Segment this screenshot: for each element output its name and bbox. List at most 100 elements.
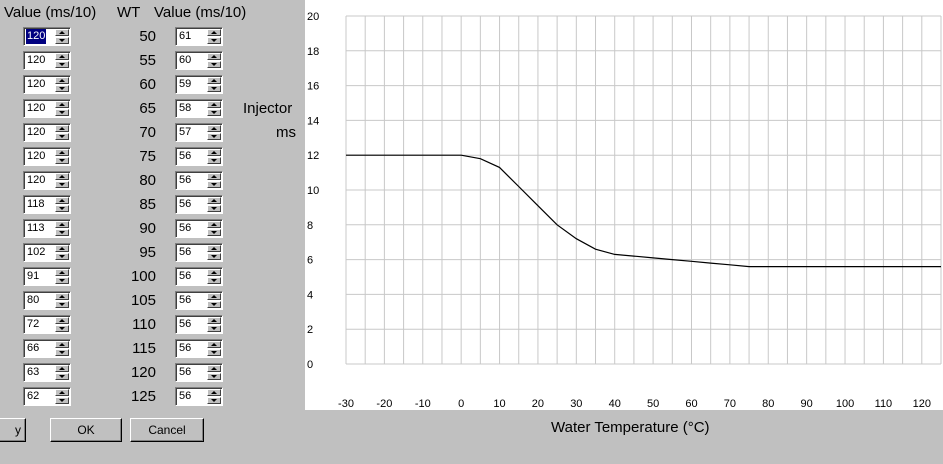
spin-down-icon[interactable] bbox=[207, 85, 221, 92]
spin-down-icon[interactable] bbox=[55, 325, 69, 332]
left-value-text[interactable]: 120 bbox=[27, 174, 46, 186]
right-value-spinner[interactable]: 56 bbox=[175, 219, 223, 238]
spin-up-icon[interactable] bbox=[207, 365, 221, 372]
right-value-spinner[interactable]: 56 bbox=[175, 315, 223, 334]
spinner-buttons[interactable] bbox=[55, 293, 69, 308]
spinner-buttons[interactable] bbox=[55, 173, 69, 188]
right-value-spinner[interactable]: 60 bbox=[175, 51, 223, 70]
left-value-text[interactable]: 120 bbox=[27, 150, 46, 162]
spin-down-icon[interactable] bbox=[207, 301, 221, 308]
left-value-text[interactable]: 91 bbox=[27, 270, 40, 282]
right-value-text[interactable]: 56 bbox=[179, 174, 192, 186]
right-value-text[interactable]: 56 bbox=[179, 390, 192, 402]
spin-up-icon[interactable] bbox=[55, 293, 69, 300]
spinner-buttons[interactable] bbox=[207, 269, 221, 284]
right-value-spinner[interactable]: 58 bbox=[175, 99, 223, 118]
left-value-spinner[interactable]: 72 bbox=[23, 315, 71, 334]
left-value-text[interactable]: 120 bbox=[26, 29, 47, 44]
right-value-spinner[interactable]: 56 bbox=[175, 363, 223, 382]
spin-up-icon[interactable] bbox=[207, 29, 221, 36]
right-value-text[interactable]: 60 bbox=[179, 54, 192, 66]
left-value-text[interactable]: 113 bbox=[27, 222, 45, 234]
spin-down-icon[interactable] bbox=[207, 349, 221, 356]
spin-down-icon[interactable] bbox=[55, 109, 69, 116]
right-value-spinner[interactable]: 57 bbox=[175, 123, 223, 142]
left-value-text[interactable]: 80 bbox=[27, 294, 40, 306]
left-value-spinner[interactable]: 66 bbox=[23, 339, 71, 358]
left-value-text[interactable]: 102 bbox=[27, 246, 46, 258]
spin-up-icon[interactable] bbox=[55, 389, 69, 396]
spin-up-icon[interactable] bbox=[207, 77, 221, 84]
left-value-spinner[interactable]: 120 bbox=[23, 99, 71, 118]
left-value-text[interactable]: 72 bbox=[27, 318, 40, 330]
left-value-spinner[interactable]: 120 bbox=[23, 51, 71, 70]
spin-up-icon[interactable] bbox=[207, 317, 221, 324]
left-value-text[interactable]: 120 bbox=[27, 78, 46, 90]
spin-down-icon[interactable] bbox=[207, 61, 221, 68]
spin-down-icon[interactable] bbox=[55, 397, 69, 404]
right-value-spinner[interactable]: 61 bbox=[175, 27, 223, 46]
spinner-buttons[interactable] bbox=[55, 365, 69, 380]
spin-down-icon[interactable] bbox=[207, 373, 221, 380]
right-value-spinner[interactable]: 56 bbox=[175, 291, 223, 310]
spin-down-icon[interactable] bbox=[55, 61, 69, 68]
left-value-spinner[interactable]: 118 bbox=[23, 195, 71, 214]
spin-up-icon[interactable] bbox=[55, 365, 69, 372]
spinner-buttons[interactable] bbox=[55, 101, 69, 116]
spin-down-icon[interactable] bbox=[55, 133, 69, 140]
spinner-buttons[interactable] bbox=[207, 221, 221, 236]
spin-down-icon[interactable] bbox=[55, 301, 69, 308]
left-value-spinner[interactable]: 120 bbox=[23, 147, 71, 166]
spin-up-icon[interactable] bbox=[207, 101, 221, 108]
spin-down-icon[interactable] bbox=[207, 229, 221, 236]
spinner-buttons[interactable] bbox=[55, 125, 69, 140]
spinner-buttons[interactable] bbox=[55, 53, 69, 68]
spinner-buttons[interactable] bbox=[207, 149, 221, 164]
spin-down-icon[interactable] bbox=[55, 37, 69, 44]
spin-down-icon[interactable] bbox=[207, 325, 221, 332]
spin-up-icon[interactable] bbox=[207, 173, 221, 180]
left-value-text[interactable]: 120 bbox=[27, 102, 46, 114]
spin-down-icon[interactable] bbox=[55, 349, 69, 356]
spinner-buttons[interactable] bbox=[207, 317, 221, 332]
left-value-spinner[interactable]: 102 bbox=[23, 243, 71, 262]
right-value-text[interactable]: 56 bbox=[179, 150, 192, 162]
left-value-spinner[interactable]: 91 bbox=[23, 267, 71, 286]
spinner-buttons[interactable] bbox=[207, 173, 221, 188]
spin-up-icon[interactable] bbox=[207, 269, 221, 276]
spin-up-icon[interactable] bbox=[55, 173, 69, 180]
right-value-text[interactable]: 56 bbox=[179, 198, 192, 210]
spinner-buttons[interactable] bbox=[207, 53, 221, 68]
right-value-text[interactable]: 56 bbox=[179, 366, 192, 378]
spin-down-icon[interactable] bbox=[207, 157, 221, 164]
right-value-spinner[interactable]: 59 bbox=[175, 75, 223, 94]
spinner-buttons[interactable] bbox=[207, 341, 221, 356]
right-value-text[interactable]: 58 bbox=[179, 102, 192, 114]
spinner-buttons[interactable] bbox=[207, 197, 221, 212]
right-value-spinner[interactable]: 56 bbox=[175, 339, 223, 358]
spinner-buttons[interactable] bbox=[55, 197, 69, 212]
spin-down-icon[interactable] bbox=[55, 181, 69, 188]
spin-up-icon[interactable] bbox=[55, 125, 69, 132]
right-value-spinner[interactable]: 56 bbox=[175, 243, 223, 262]
right-value-text[interactable]: 56 bbox=[179, 246, 192, 258]
spin-up-icon[interactable] bbox=[207, 221, 221, 228]
spinner-buttons[interactable] bbox=[55, 149, 69, 164]
spin-down-icon[interactable] bbox=[55, 229, 69, 236]
spinner-buttons[interactable] bbox=[55, 77, 69, 92]
left-value-text[interactable]: 118 bbox=[27, 198, 45, 210]
left-value-spinner[interactable]: 120 bbox=[23, 75, 71, 94]
spinner-buttons[interactable] bbox=[55, 245, 69, 260]
left-value-text[interactable]: 66 bbox=[27, 342, 40, 354]
right-value-text[interactable]: 56 bbox=[179, 318, 192, 330]
spinner-buttons[interactable] bbox=[55, 389, 69, 404]
spinner-buttons[interactable] bbox=[55, 29, 69, 44]
spinner-buttons[interactable] bbox=[55, 221, 69, 236]
partial-button[interactable]: y bbox=[0, 418, 26, 442]
spin-up-icon[interactable] bbox=[207, 197, 221, 204]
spinner-buttons[interactable] bbox=[207, 29, 221, 44]
right-value-text[interactable]: 59 bbox=[179, 78, 192, 90]
spin-up-icon[interactable] bbox=[55, 341, 69, 348]
spin-up-icon[interactable] bbox=[55, 269, 69, 276]
spin-down-icon[interactable] bbox=[55, 157, 69, 164]
